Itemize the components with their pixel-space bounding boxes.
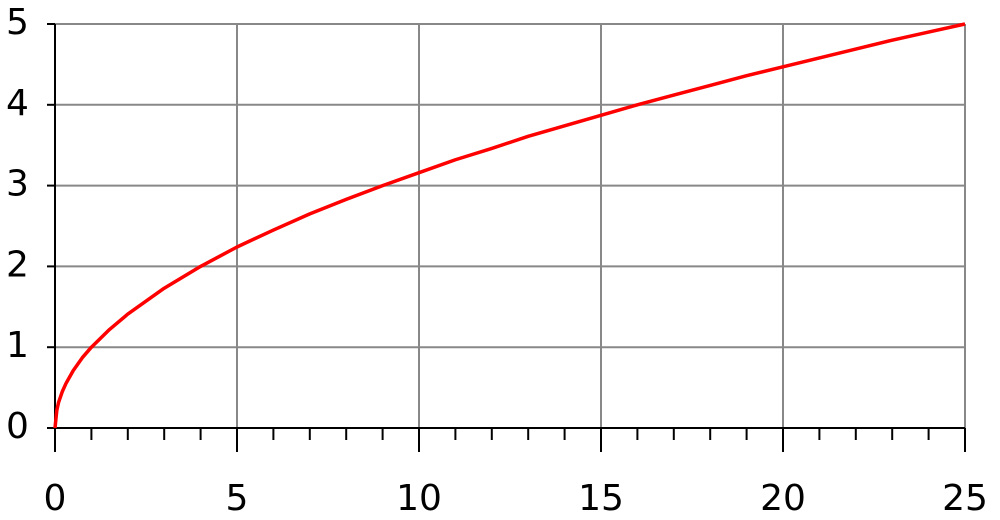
y-tick-label: 5: [6, 2, 29, 43]
x-tick-label: 25: [942, 478, 988, 519]
x-tick-label: 20: [760, 478, 806, 519]
y-tick-label: 2: [6, 244, 29, 285]
line: [53, 22, 966, 429]
y-tick-label: 3: [6, 164, 29, 205]
y-tick-label: 4: [6, 83, 29, 124]
x-tick-label: 15: [578, 478, 624, 519]
y-tick-label: 1: [6, 325, 29, 366]
y-tick-label: 0: [6, 406, 29, 447]
x-tick-label: 0: [44, 478, 67, 519]
x-tick-label: 10: [396, 478, 442, 519]
x-tick-label: 5: [226, 478, 249, 519]
